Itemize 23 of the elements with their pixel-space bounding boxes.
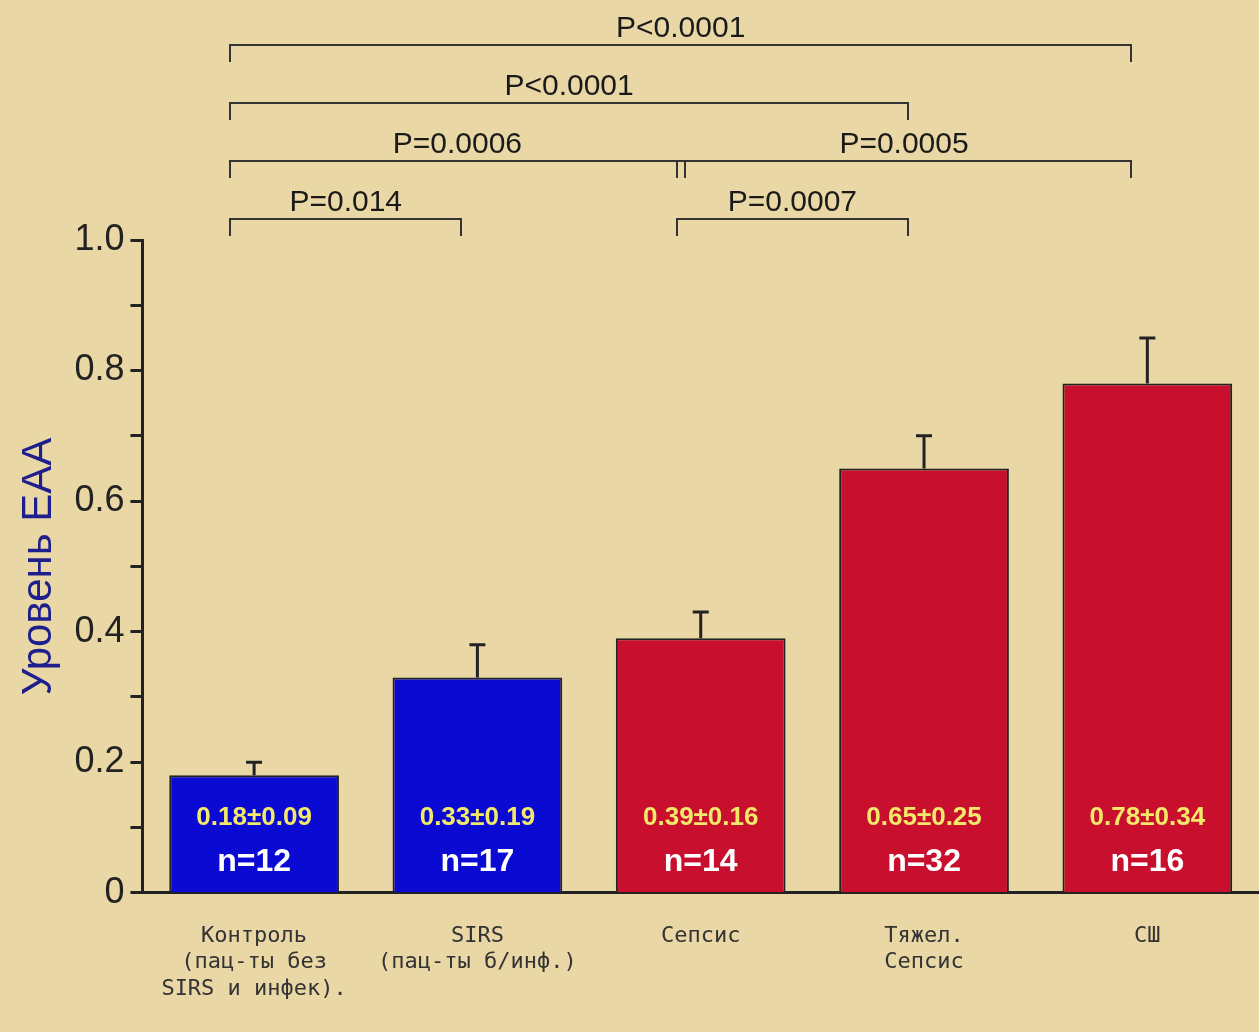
- x-tick-label: Тяжел. Сепсис: [884, 921, 964, 974]
- data-label: 0.18±0.09 n=12: [196, 800, 312, 878]
- data-label: 0.39±0.16 n=14: [642, 800, 759, 878]
- x-tick-label: SIRS (пац-ты б/инф.): [378, 921, 577, 974]
- y-tick-label: 0.2: [74, 739, 125, 781]
- text: P=0.014: [289, 184, 403, 218]
- text: P=0.0005: [839, 126, 969, 160]
- data-label: 0.33±0.19 n=17: [419, 800, 536, 878]
- y-tick-label: 0.4: [74, 608, 125, 650]
- x-tick-label: Сепсис: [660, 921, 741, 947]
- text: P<0.0001: [504, 68, 634, 102]
- data-label: 0.65±0.25 n=32: [866, 800, 982, 878]
- y-tick-label: 0.6: [74, 478, 125, 520]
- x-tick-label: СШ: [1134, 921, 1161, 947]
- y-tick-label: 0: [104, 869, 125, 911]
- text: P<0.0001: [616, 10, 746, 44]
- y-tick-label: 1.0: [74, 216, 125, 258]
- text: P=0.0006: [392, 126, 523, 160]
- data-label: 0.78±0.34 n=16: [1089, 800, 1206, 878]
- y-axis-title: Уровень ЕАА: [12, 437, 60, 696]
- y-tick-label: 0.8: [74, 347, 125, 389]
- text: P=0.0007: [727, 184, 858, 218]
- x-tick-label: Контроль (пац-ты без SIRS и инфек).: [161, 921, 347, 1000]
